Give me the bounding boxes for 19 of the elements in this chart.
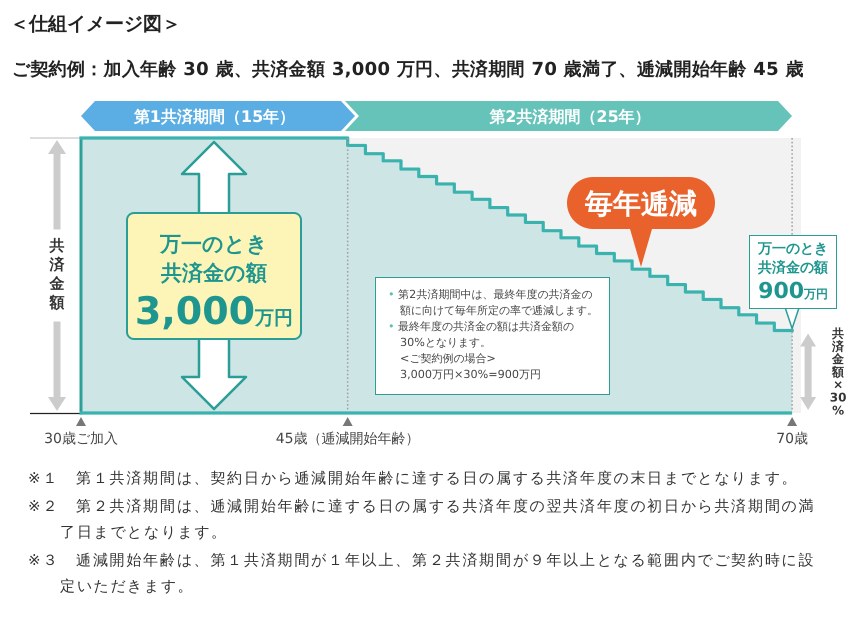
- annotation: • 第2共済期間中は、最終年度の共済金の額に向けて毎年所定の率で逓減します。 • 最終年度の共済金の額は共済金額の30%となります。 <ご契約例の場合> 3,000万円×30%=900万円: [375, 277, 610, 395]
- title: ＜仕組イメージ図＞: [10, 13, 181, 35]
- annotation: • 第2共済期間中は、最終年度の共済金の額に向けて毎年所定の率で逓減します。 • 最終年度の共済金の額は共済金額の30%となります。 <ご契約例の場合> 3,000万円×30%=900万円: [388, 287, 599, 383]
- annotation: 万一のとき共済金の額3,000万円: [134, 230, 294, 332]
- x-tick-label: 45歳（逓減開始年齢）: [276, 431, 420, 447]
- annotation: 共済金額×30%: [830, 326, 846, 418]
- subtitle: ご契約例：加入年齢 30 歳、共済金額 3,000 万円、共済期間 70 歳満了、逓減開始年齢 45 歳: [12, 59, 804, 80]
- x-tick-label: 70歳: [776, 431, 808, 447]
- annotation: 毎年逓減: [585, 187, 697, 220]
- annotation: 万一のとき共済金の額3,000万円: [126, 212, 302, 340]
- annotation: 万一のとき共済金の額900万円: [756, 240, 830, 304]
- annotation: ※２ 第２共済期間は、逓減開始年齢に達する日の属する共済年度の翌共済年度の初日から共済期間の満了日までとなります。: [28, 496, 816, 543]
- annotation: ※３ 逓減開始年齢は、第１共済期間が１年以上、第２共済期間が９年以上となる範囲内でご契約時に設定いただきます。: [28, 550, 816, 597]
- annotation: 万一のとき共済金の額900万円: [749, 234, 838, 308]
- annotation: 第2共済期間（25年）: [489, 107, 651, 126]
- ylabel: 共済金額: [50, 236, 64, 312]
- x-tick-label: 30歳ご加入: [44, 431, 118, 447]
- annotation: ※１ 第１共済期間は、契約日から逓減開始年齢に達する日の属する共済年度の末日までとなります。: [28, 468, 800, 489]
- annotation: 第1共済期間（15年）: [134, 107, 296, 126]
